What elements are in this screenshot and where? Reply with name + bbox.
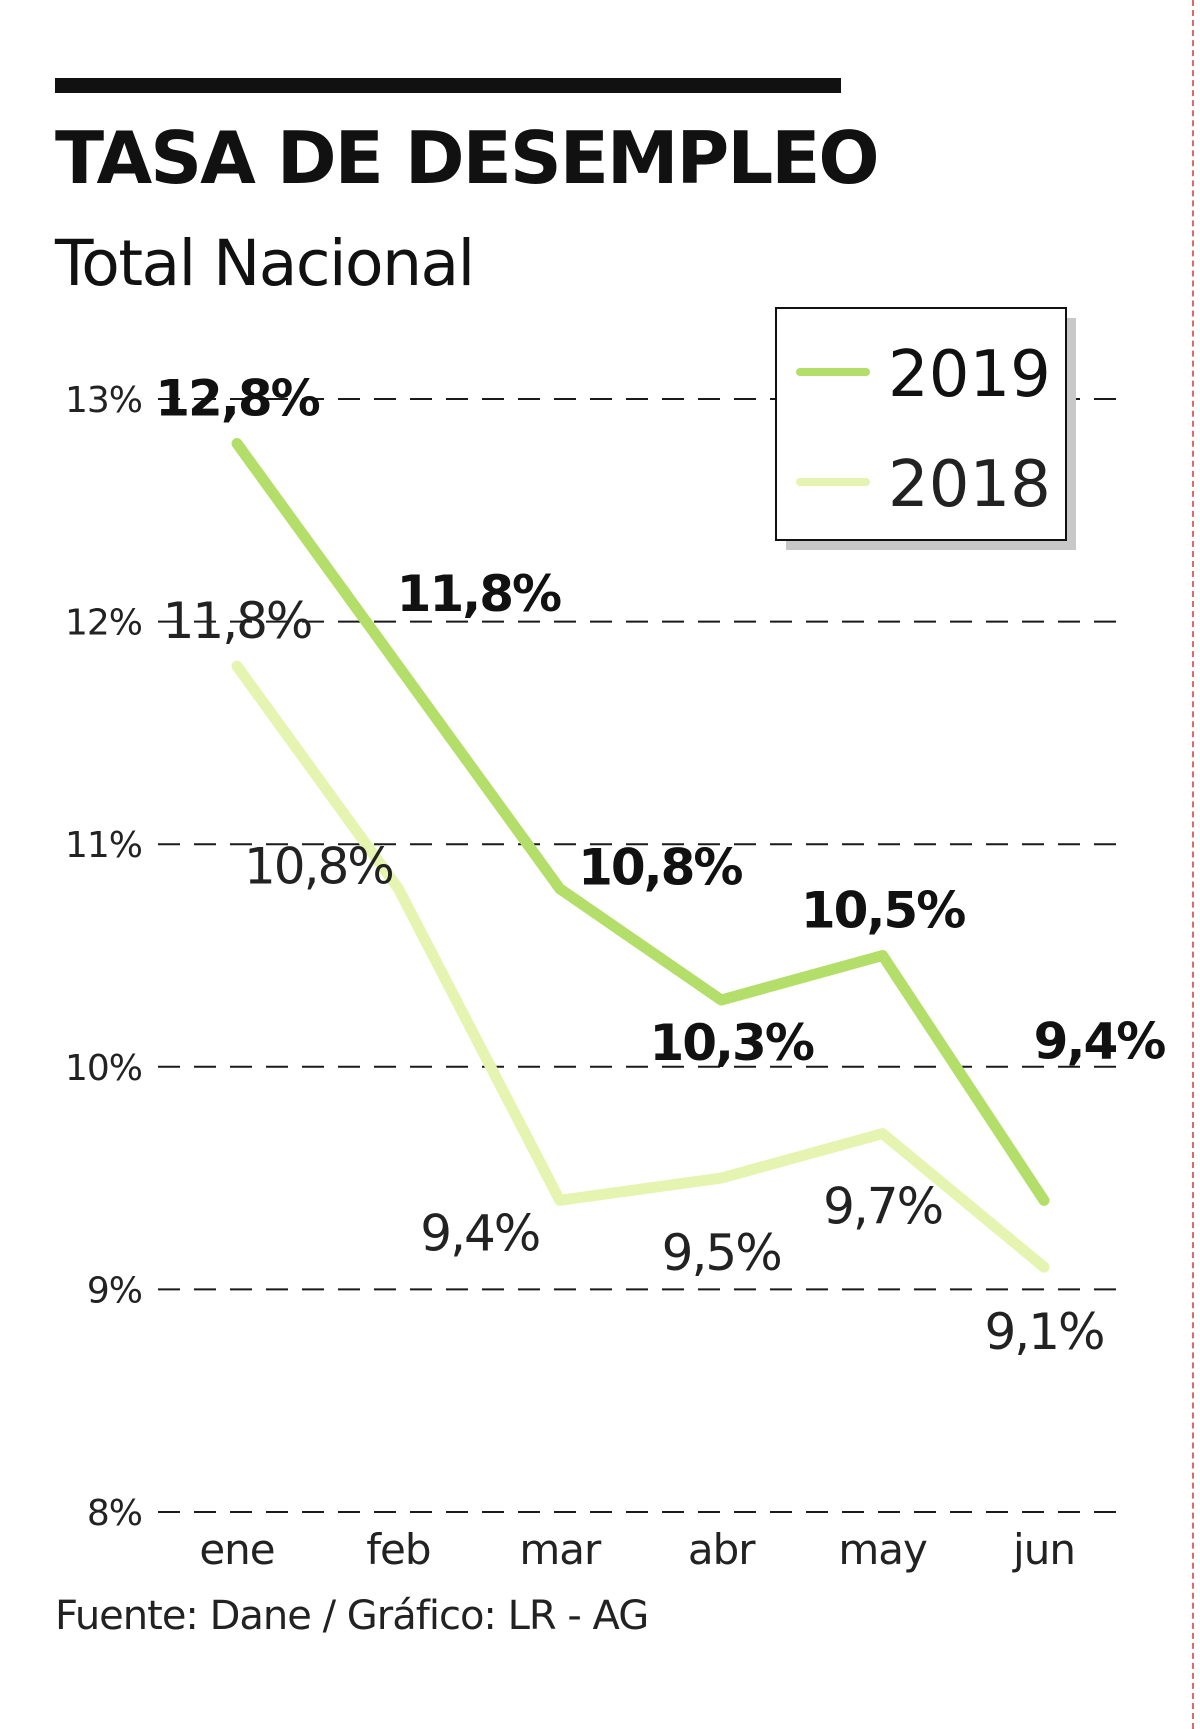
data-label-2019: 11,8% [397,565,561,623]
data-label-2019: 10,8% [578,839,742,897]
legend-box [775,307,1067,541]
y-tick-label: 12% [65,603,142,644]
data-labels: 12,8% 11,8% 10,8% 10,3% 10,5% 9,4% 11,8% 10,8% 9… [155,370,1167,1362]
data-label-2018: 9,1% [984,1303,1103,1361]
y-axis-ticks: 8% 9% 10% 11% 12% 13% [65,380,143,1534]
data-label-2018: 11,8% [163,592,312,650]
x-tick-label: feb [366,1525,430,1574]
chart-subtitle: Total Nacional [55,227,475,300]
page-edge-border [1192,0,1194,1729]
data-label-2019: 10,3% [649,1014,813,1072]
data-label-2019: 12,8% [155,370,319,428]
legend: 2019 2018 [775,307,1076,550]
x-tick-label: mar [519,1525,602,1574]
source-note: Fuente: Dane / Gráfico: LR - AG [55,1593,649,1639]
x-axis-ticks: ene feb mar abr may jun [199,1525,1076,1574]
data-label-2019: 10,5% [801,882,965,940]
data-label-2018: 10,8% [244,838,393,896]
data-label-2019: 9,4% [1034,1012,1166,1070]
x-tick-label: ene [199,1525,274,1574]
y-tick-label: 10% [65,1048,142,1089]
chart-title: TASA DE DESEMPLEO [55,116,880,200]
y-tick-label: 8% [87,1493,142,1534]
y-tick-label: 11% [65,825,142,866]
x-tick-label: jun [1012,1525,1075,1574]
y-tick-label: 13% [65,380,142,421]
y-tick-label: 9% [87,1270,142,1311]
header-rule [55,78,841,93]
data-label-2018: 9,4% [420,1204,539,1262]
series-line-2018 [231,660,1050,1273]
x-tick-label: may [838,1525,927,1574]
data-label-2018: 9,5% [662,1224,781,1282]
legend-label-2018: 2018 [888,448,1051,522]
legend-label-2019: 2019 [888,338,1051,412]
x-tick-label: abr [688,1525,756,1574]
series-lines [231,438,1050,1273]
data-label-2018: 9,7% [823,1178,942,1236]
series-line-2019 [231,438,1050,1206]
